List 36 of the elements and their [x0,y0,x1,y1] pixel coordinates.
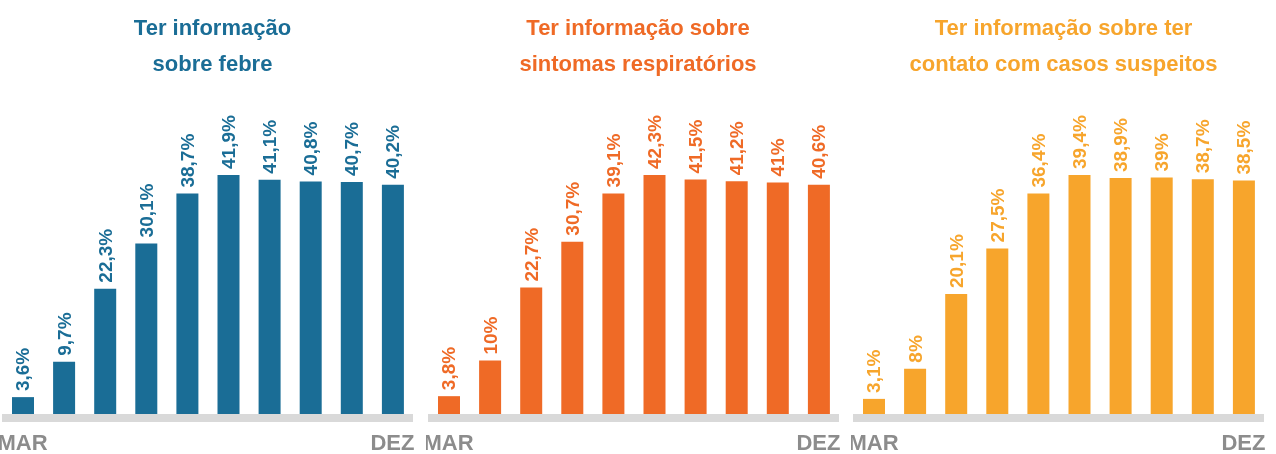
data-label: 40,2% [382,124,404,179]
data-label: 3,8% [438,346,459,391]
data-label: 3,6% [12,347,34,392]
x-tick-label: DEZ [370,429,415,454]
data-label: 41,5% [684,119,706,174]
chart-title: Ter informação sobre sintomas respiratórios [519,14,757,78]
data-label: 39% [1151,133,1173,172]
data-label: 27,5% [986,188,1008,243]
data-label: 39,4% [1069,115,1090,169]
data-label: 10% [479,316,501,355]
data-label: 41,1% [259,119,281,174]
data-label: 22,7% [520,227,542,282]
chart-title: Ter informação sobre ter contato com casos suspeitos [909,14,1218,78]
data-label: 38,7% [1192,119,1214,174]
data-label: 38,9% [1110,118,1132,173]
chart-title: Ter informação sobre febre [133,14,292,78]
data-label: 3,1% [863,349,885,393]
data-label: 41,9% [218,115,239,169]
data-label: 41% [766,138,788,177]
data-label: 8% [904,335,926,363]
data-label: 41,2% [725,121,747,176]
data-label: 40,8% [300,121,322,176]
data-label: 30,1% [135,183,157,238]
data-label: 36,4% [1027,133,1049,188]
data-label: 38,5% [1233,120,1255,175]
data-label: 22,3% [94,228,116,283]
data-label: 30,7% [561,181,583,236]
data-label: 38,7% [176,133,198,188]
data-label: 9,7% [53,312,75,356]
data-label: 40,7% [341,121,363,176]
data-label: 42,3% [643,115,665,169]
x-tick-label: DEZ [795,429,840,454]
data-label: 39,1% [602,133,624,188]
data-label: 20,1% [945,234,967,289]
x-tick-label: DEZ [1221,429,1266,454]
data-label: 40,6% [807,124,829,179]
